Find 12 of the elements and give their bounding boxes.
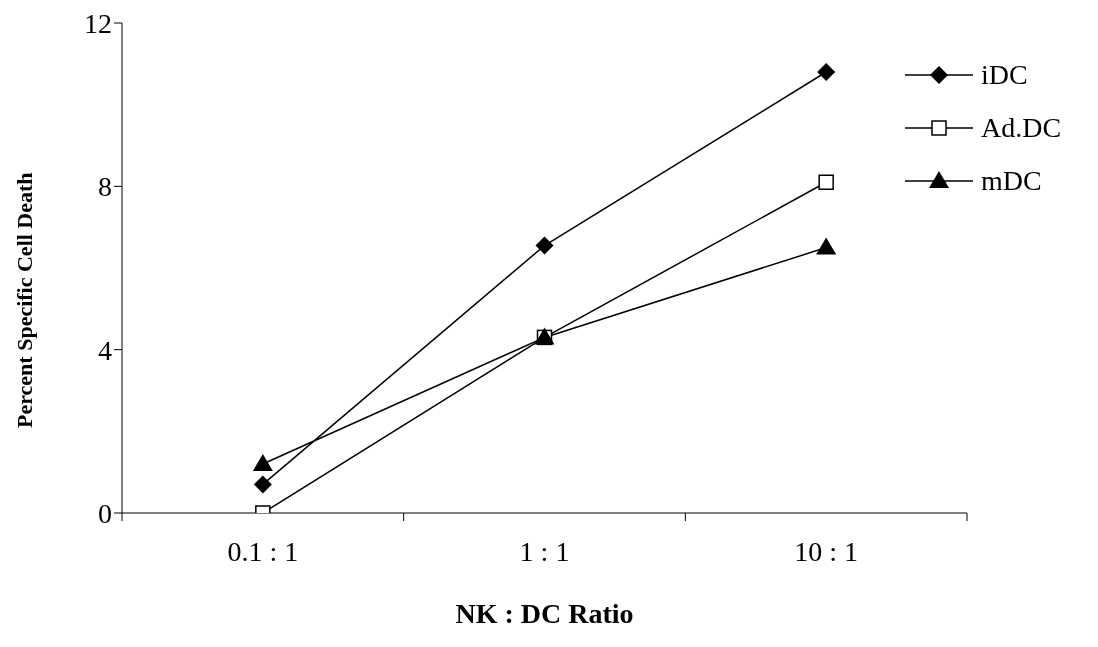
y-tick-label: 8 — [98, 171, 112, 203]
legend-label: iDC — [981, 58, 1028, 91]
y-axis-title: Percent Specific Cell Death — [11, 172, 37, 428]
y-tick-label: 0 — [98, 497, 112, 529]
x-tick-label: 1 : 1 — [519, 536, 570, 567]
x-axis-title: NK : DC Ratio — [455, 598, 634, 629]
x-tick-label: 10 : 1 — [794, 536, 859, 567]
legend-label: Ad.DC — [981, 111, 1062, 144]
x-tick-label: 0.1 : 1 — [227, 536, 299, 567]
legend-label: mDC — [981, 164, 1042, 197]
y-tick-label: 4 — [98, 334, 112, 366]
y-tick-label: 12 — [84, 7, 112, 39]
